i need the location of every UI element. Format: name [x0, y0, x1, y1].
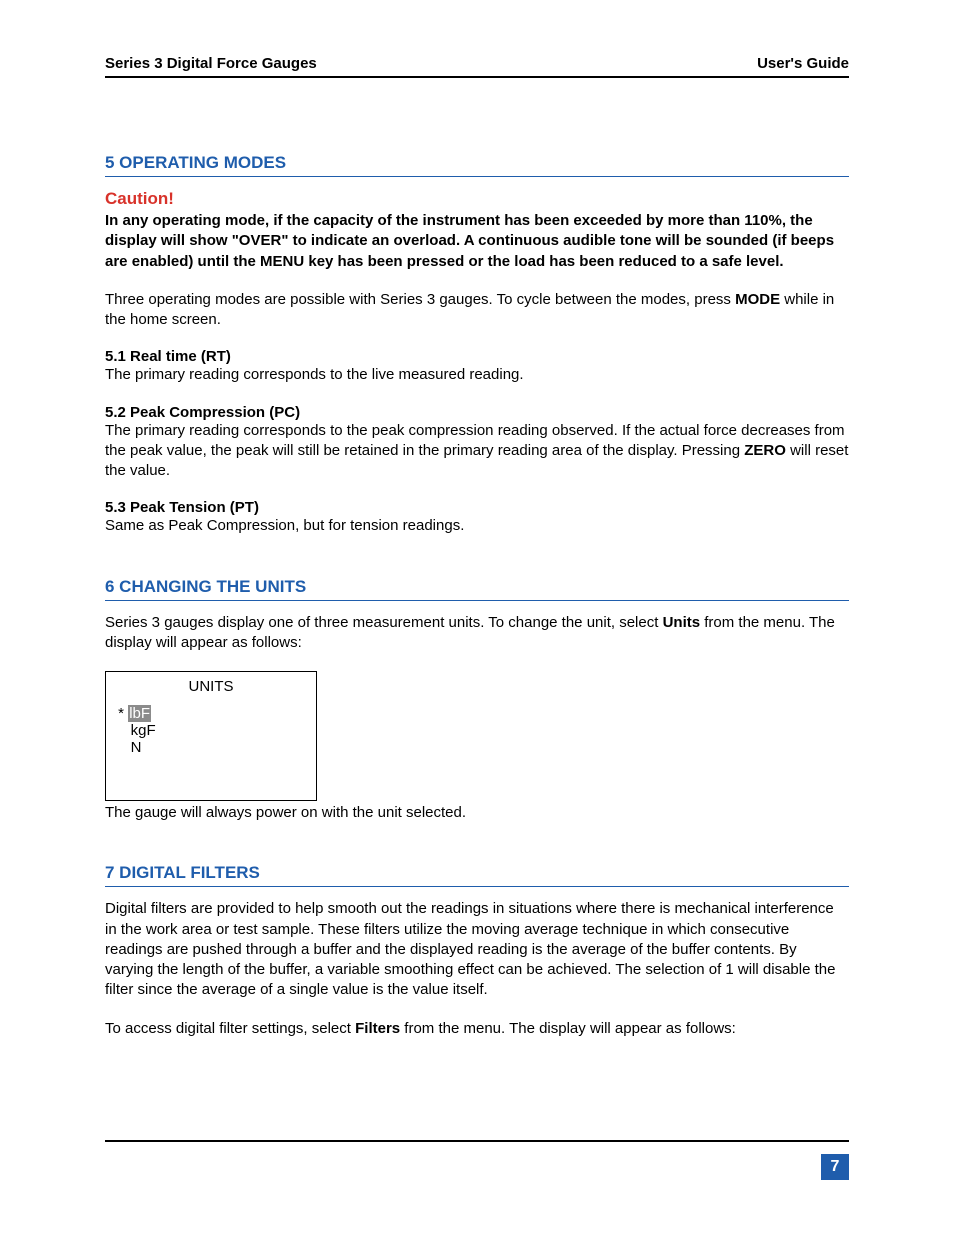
sub-5-2-body-a: The primary reading corresponds to the p…	[105, 422, 845, 459]
page-number: 7	[821, 1154, 849, 1180]
document-page: Series 3 Digital Force Gauges User's Gui…	[0, 0, 954, 1235]
page-header: Series 3 Digital Force Gauges User's Gui…	[105, 55, 849, 78]
sub-5-1-title: 5.1 Real time (RT)	[105, 348, 849, 365]
mode-keyword: MODE	[735, 291, 780, 308]
subsection-5-3: 5.3 Peak Tension (PT) Same as Peak Compr…	[105, 499, 849, 536]
page-footer: 7	[105, 1140, 849, 1180]
selected-marker: *	[114, 705, 128, 722]
section7-para2: To access digital filter settings, selec…	[105, 1019, 849, 1039]
subsection-5-2: 5.2 Peak Compression (PC) The primary re…	[105, 404, 849, 482]
section-6-heading: 6 CHANGING THE UNITS	[105, 577, 849, 601]
footer-rule	[105, 1140, 849, 1142]
filters-keyword: Filters	[355, 1020, 400, 1037]
section5-intro: Three operating modes are possible with …	[105, 290, 849, 331]
header-title-right: User's Guide	[757, 55, 849, 72]
sub-5-3-title: 5.3 Peak Tension (PT)	[105, 499, 849, 516]
sub-5-2-body: The primary reading corresponds to the p…	[105, 421, 849, 482]
section7-para2-b: from the menu. The display will appear a…	[400, 1020, 736, 1037]
zero-keyword: ZERO	[744, 442, 786, 459]
caution-body: In any operating mode, if the capacity o…	[105, 211, 849, 272]
display-line-1: * lbF	[114, 705, 308, 722]
sub-5-1-body: The primary reading corresponds to the l…	[105, 365, 849, 385]
caution-label: Caution!	[105, 189, 849, 209]
units-keyword: Units	[663, 614, 701, 631]
section-7-heading: 7 DIGITAL FILTERS	[105, 863, 849, 887]
selected-unit: lbF	[128, 705, 151, 722]
section-5-heading: 5 OPERATING MODES	[105, 153, 849, 177]
display-title: UNITS	[114, 678, 308, 695]
display-line-3: N	[114, 739, 308, 756]
section6-intro-a: Series 3 gauges display one of three mea…	[105, 614, 663, 631]
units-display-box: UNITS * lbF kgF N	[105, 671, 317, 801]
section7-para2-a: To access digital filter settings, selec…	[105, 1020, 355, 1037]
section5-intro-a: Three operating modes are possible with …	[105, 291, 735, 308]
sub-5-2-title: 5.2 Peak Compression (PC)	[105, 404, 849, 421]
subsection-5-1: 5.1 Real time (RT) The primary reading c…	[105, 348, 849, 385]
display-line-2: kgF	[114, 722, 308, 739]
header-title-left: Series 3 Digital Force Gauges	[105, 55, 317, 72]
sub-5-3-body: Same as Peak Compression, but for tensio…	[105, 516, 849, 536]
section6-after-box: The gauge will always power on with the …	[105, 803, 849, 823]
section7-para1: Digital filters are provided to help smo…	[105, 899, 849, 1000]
section6-intro: Series 3 gauges display one of three mea…	[105, 613, 849, 654]
